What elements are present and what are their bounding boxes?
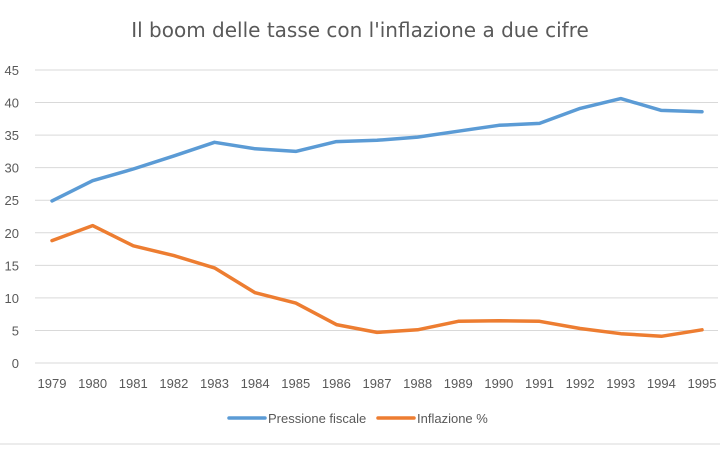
legend-label: Inflazione % xyxy=(417,411,488,426)
y-tick-label: 25 xyxy=(5,193,19,208)
series-line-1 xyxy=(50,223,704,339)
y-tick-label: 40 xyxy=(5,96,19,111)
x-tick-label: 1980 xyxy=(78,376,107,391)
x-tick-label: 1988 xyxy=(403,376,432,391)
x-tick-label: 1986 xyxy=(322,376,351,391)
y-tick-label: 45 xyxy=(5,63,19,78)
x-tick-label: 1995 xyxy=(688,376,717,391)
x-tick-label: 1982 xyxy=(159,376,188,391)
series-line-0 xyxy=(50,96,704,203)
x-tick-label: 1981 xyxy=(119,376,148,391)
x-tick-label: 1989 xyxy=(444,376,473,391)
x-tick-label: 1983 xyxy=(200,376,229,391)
x-tick-label: 1984 xyxy=(241,376,270,391)
x-tick-label: 1992 xyxy=(566,376,595,391)
x-tick-label: 1991 xyxy=(525,376,554,391)
x-tick-label: 1994 xyxy=(647,376,676,391)
y-tick-label: 5 xyxy=(12,323,19,338)
legend-label: Pressione fiscale xyxy=(268,411,366,426)
x-tick-label: 1985 xyxy=(281,376,310,391)
x-tick-label: 1987 xyxy=(363,376,392,391)
y-tick-label: 10 xyxy=(5,291,19,306)
y-tick-label: 35 xyxy=(5,128,19,143)
x-tick-label: 1979 xyxy=(38,376,67,391)
y-tick-label: 20 xyxy=(5,226,19,241)
x-tick-label: 1990 xyxy=(484,376,513,391)
y-tick-label: 15 xyxy=(5,258,19,273)
x-tick-label: 1993 xyxy=(606,376,635,391)
y-tick-label: 30 xyxy=(5,161,19,176)
y-tick-label: 0 xyxy=(12,356,19,371)
chart-title: Il boom delle tasse con l'inflazione a d… xyxy=(131,18,589,42)
